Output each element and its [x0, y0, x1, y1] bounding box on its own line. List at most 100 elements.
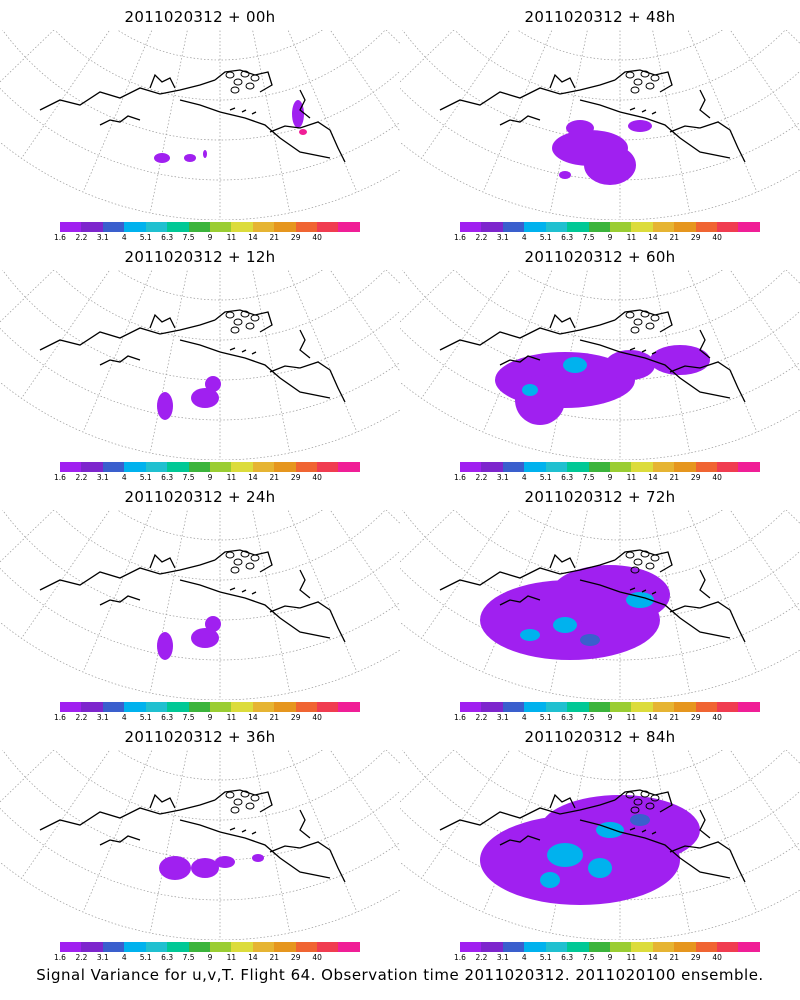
- longitude-line: [400, 750, 455, 803]
- colorbar-label: 6.3: [161, 953, 174, 962]
- variance-region: [566, 120, 594, 136]
- colorbar-label: 7.5: [582, 713, 595, 722]
- longitude-line: [400, 750, 493, 778]
- colorbar-labels: 1.6 2.2 3.1 4 5.1 6.3 7.5 9 11 14 21 29 40: [54, 232, 360, 244]
- colorbar-label: 1.6: [54, 953, 66, 962]
- longitude-line: [149, 510, 188, 694]
- variance-region: [550, 565, 670, 625]
- longitude-line: [385, 510, 400, 524]
- colorbar-swatch: [652, 462, 675, 472]
- coastline: [699, 809, 711, 839]
- island: [640, 550, 650, 558]
- colorbar-swatch: [317, 702, 339, 712]
- longitude-line: [82, 30, 153, 193]
- colorbar-label: 21: [669, 713, 680, 722]
- variance-region: [157, 392, 173, 420]
- colorbar-label: 29: [290, 713, 301, 722]
- colorbar-label: 21: [269, 473, 280, 482]
- coastline: [299, 809, 311, 839]
- coastline: [39, 559, 216, 591]
- colorbar-label: 14: [648, 953, 658, 962]
- colorbar-swatch: [102, 222, 125, 232]
- colorbar-label: 21: [669, 953, 680, 962]
- variance-region: [184, 154, 196, 162]
- longitude-line: [747, 510, 800, 538]
- coastline: [549, 793, 576, 809]
- variance-region: [547, 843, 583, 867]
- colorbar-label: 4: [121, 233, 127, 242]
- longitude-line: [400, 510, 493, 538]
- island: [245, 562, 255, 570]
- colorbar-label: 40: [312, 473, 322, 482]
- colorbar: 1.6 2.2 3.1 4 5.1 6.3 7.5 9 11 14 21 29 40: [54, 222, 360, 246]
- colorbar-swatch: [545, 462, 568, 472]
- coastline: [439, 799, 616, 831]
- colorbar-label: 11: [226, 953, 237, 962]
- island: [225, 311, 235, 319]
- longitude-line: [0, 30, 93, 58]
- longitude-line: [287, 510, 358, 673]
- colorbar-label: 6.3: [561, 953, 574, 962]
- colorbar-label: 4: [521, 473, 527, 482]
- colorbar-label: 29: [290, 233, 301, 242]
- coastline: [149, 793, 176, 809]
- colorbar-swatch: [588, 942, 610, 952]
- colorbar-swatch: [188, 702, 210, 712]
- coastline: [549, 313, 576, 329]
- island: [625, 311, 635, 319]
- coastline: [149, 73, 176, 89]
- variance-region: [299, 129, 307, 135]
- colorbar-swatch: [295, 222, 318, 232]
- longitude-line: [149, 750, 188, 934]
- variance-region: [628, 120, 652, 132]
- longitude-line: [329, 510, 400, 612]
- colorbar-swatch: [209, 702, 232, 712]
- colorbar-label: 2.2: [75, 473, 88, 482]
- longitude-line: [729, 270, 800, 372]
- longitude-line: [482, 30, 553, 193]
- colorbar-swatch: [524, 702, 546, 712]
- longitude-line: [329, 30, 400, 132]
- colorbar-swatch: [502, 702, 525, 712]
- colorbar-swatch: [209, 462, 232, 472]
- coastline: [99, 355, 141, 366]
- coastline: [549, 553, 576, 569]
- colorbar-swatches: [460, 462, 760, 472]
- longitude-line: [287, 750, 358, 913]
- coastline: [579, 819, 731, 879]
- variance-region: [515, 375, 565, 425]
- colorbar-label: 29: [290, 953, 301, 962]
- colorbar-swatch: [588, 462, 610, 472]
- colorbar-swatch: [60, 222, 82, 232]
- colorbar-label: 9: [607, 233, 613, 242]
- longitude-line: [729, 750, 800, 852]
- longitude-line: [82, 510, 153, 673]
- island: [225, 71, 235, 79]
- colorbar-swatch: [188, 942, 210, 952]
- colorbar-swatch: [317, 462, 339, 472]
- variance-region: [191, 388, 219, 408]
- island: [230, 86, 240, 94]
- colorbar-label: 40: [712, 713, 722, 722]
- colorbar-swatch: [674, 702, 696, 712]
- colorbar-swatch: [231, 222, 253, 232]
- colorbar-swatch: [524, 942, 546, 952]
- colorbar-label: 5.1: [539, 473, 552, 482]
- colorbar-swatch: [317, 942, 339, 952]
- coastline: [579, 339, 731, 399]
- colorbar-label: 6.3: [161, 233, 174, 242]
- island: [645, 802, 655, 810]
- coastline: [629, 587, 657, 595]
- island: [245, 802, 255, 810]
- colorbar-label: 4: [121, 713, 127, 722]
- island: [250, 314, 260, 322]
- colorbar-label: 7.5: [582, 233, 595, 242]
- longitude-line: [21, 510, 111, 639]
- colorbar-swatch: [338, 222, 360, 232]
- colorbar-swatch: [609, 222, 632, 232]
- longitude-line: [747, 30, 800, 58]
- colorbar-label: 29: [690, 233, 701, 242]
- colorbar-swatch: [124, 462, 146, 472]
- colorbar-label: 9: [607, 953, 613, 962]
- colorbar-label: 14: [248, 233, 258, 242]
